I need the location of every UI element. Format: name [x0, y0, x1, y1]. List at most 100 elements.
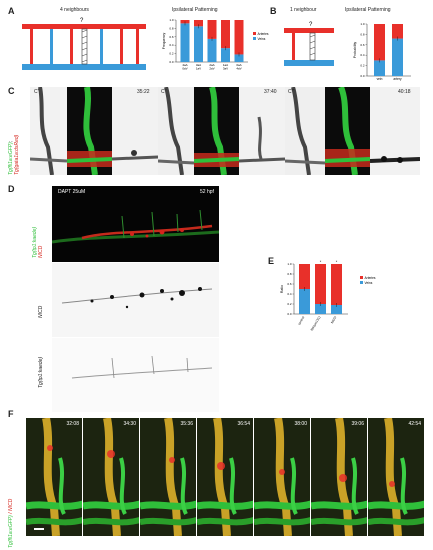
category-label: 4aV — [236, 67, 241, 71]
category-label: 3aA — [196, 63, 201, 67]
bar-veins-1 — [315, 304, 326, 314]
timelapse-time: 38:00 — [294, 421, 307, 427]
y-axis-label: Frequency — [162, 32, 166, 49]
frame-c2-bw-right — [239, 87, 285, 175]
bar-veins-0 — [374, 60, 385, 76]
y-tick-label: 0.4 — [287, 292, 292, 296]
y-tick-label: 0.2 — [360, 64, 365, 68]
panel-a-schematic-title: 4 neighbours — [60, 7, 89, 13]
artery-bar-top — [22, 24, 146, 29]
panel-letter-c: C — [8, 86, 15, 96]
panel-letter-a: A — [8, 6, 15, 16]
category-label: 4aA — [182, 63, 187, 67]
panel-f-side-label: Tg(fli1a:eGFP) / NICD — [8, 498, 14, 548]
bar-arteries-1 — [194, 20, 203, 27]
frame-c1-bw-right — [112, 87, 158, 175]
timelapse-frame: 38:00 — [254, 418, 310, 536]
category-label: 2aV — [209, 67, 214, 71]
vein-bar-bottom — [22, 64, 146, 70]
panel-d-nicd-image — [52, 263, 219, 337]
panel-letter-d: D — [8, 184, 15, 194]
timelapse-frame: 39:06 — [311, 418, 367, 536]
y-tick-label: 1.0 — [169, 18, 174, 22]
bar-arteries-3 — [221, 20, 230, 49]
legend-label: Veins — [365, 281, 373, 285]
significance-mark: * — [336, 259, 338, 264]
frame-c1-time: 35:22 — [137, 89, 150, 95]
category-label: control — [297, 315, 305, 326]
bar-veins-0 — [180, 23, 190, 62]
y-tick-label: 0.2 — [287, 302, 292, 306]
frame-c1-bw-left — [30, 87, 67, 175]
category-label: 3aV — [223, 67, 228, 71]
chart-e: 0.0 0.2 0.4 0.6 0.8 1.0 Ratio control flt4(um131… — [280, 259, 376, 332]
bar-veins-3 — [221, 48, 230, 62]
legend-label: Veins — [258, 37, 266, 41]
panel-d-label-mid: NICD — [38, 305, 44, 318]
frame-c3-label: C''' — [288, 89, 295, 95]
legend-swatch — [360, 281, 363, 284]
panel-a-schematic: ? — [22, 18, 146, 70]
frame-c3-time: 40:18 — [398, 89, 411, 95]
y-tick-label: 0.0 — [287, 312, 292, 316]
bar-arteries-2 — [207, 20, 217, 39]
timelapse-frame: 42:54 — [368, 418, 424, 536]
category-label: vein — [377, 77, 383, 81]
frame-c1-color — [67, 87, 112, 175]
legend-label: Arteries — [258, 32, 269, 36]
category-label: 0aA — [236, 63, 241, 67]
significance-mark: * — [320, 259, 322, 264]
frame-c3-bw-left — [285, 87, 325, 175]
timelapse-time: 34:30 — [123, 421, 136, 427]
bar-veins-2 — [331, 305, 342, 314]
category-label: 2aA — [209, 63, 214, 67]
frame-c1-label: C' — [34, 89, 39, 95]
bar-arteries-2 — [331, 264, 342, 305]
frame-c2-time: 37:40 — [264, 89, 277, 95]
unknown-vessel — [81, 28, 88, 65]
y-tick-label: 0.4 — [169, 43, 174, 47]
y-tick-label: 0.2 — [169, 52, 174, 56]
bar-arteries-0 — [299, 264, 310, 289]
timelapse-time: 36:54 — [237, 421, 250, 427]
frame-c2-bw-left — [158, 87, 194, 175]
bar-arteries-4 — [234, 20, 244, 55]
bar-veins-1 — [194, 26, 203, 62]
timelapse-frame: 35:36 — [140, 418, 196, 536]
category-label: flt4(um131) — [310, 316, 322, 332]
bar-veins-1 — [392, 38, 403, 76]
timelapse-time: 42:54 — [408, 421, 421, 427]
panel-c-side-label: Tg(fli1a:eGFP); Tg(gata1a:dsRed) — [8, 134, 20, 175]
chart-a-title: Ipsilateral Patterning — [172, 7, 218, 13]
legend-swatch — [253, 32, 256, 35]
category-label: 1aA — [223, 63, 228, 67]
panel-d-kaede-image — [52, 338, 219, 412]
category-label: artery — [393, 77, 402, 81]
y-tick-label: 0.8 — [360, 32, 365, 36]
y-axis-label: Probability — [353, 42, 357, 59]
bar-arteries-0 — [374, 24, 385, 61]
y-tick-label: 1.0 — [287, 262, 292, 266]
bar-arteries-1 — [315, 264, 326, 304]
frame-c2-label: C'' — [161, 89, 167, 95]
y-tick-label: 0.0 — [169, 60, 174, 64]
category-label: 0aV — [182, 67, 187, 71]
panel-b-schematic-title: 1 neighbour — [290, 7, 317, 13]
legend-swatch — [360, 276, 363, 279]
question-mark-b: ? — [309, 22, 313, 28]
bar-veins-4 — [234, 54, 244, 62]
y-tick-label: 0.0 — [360, 74, 365, 78]
bar-veins-2 — [207, 38, 217, 62]
y-tick-label: 0.6 — [360, 43, 365, 47]
timelapse-frame: 32:08 — [26, 418, 82, 536]
category-label: NICD — [330, 315, 338, 324]
panel-d-header-right: 52 hpf — [200, 189, 214, 195]
y-tick-label: 0.4 — [360, 53, 365, 57]
bar-veins-0 — [299, 289, 310, 314]
panel-b-schematic: ? — [284, 22, 334, 66]
category-label: 1aV — [196, 67, 201, 71]
timelapse-frame: 34:30 — [83, 418, 139, 536]
frame-c2-color — [194, 87, 239, 175]
y-tick-label: 1.0 — [360, 22, 365, 26]
